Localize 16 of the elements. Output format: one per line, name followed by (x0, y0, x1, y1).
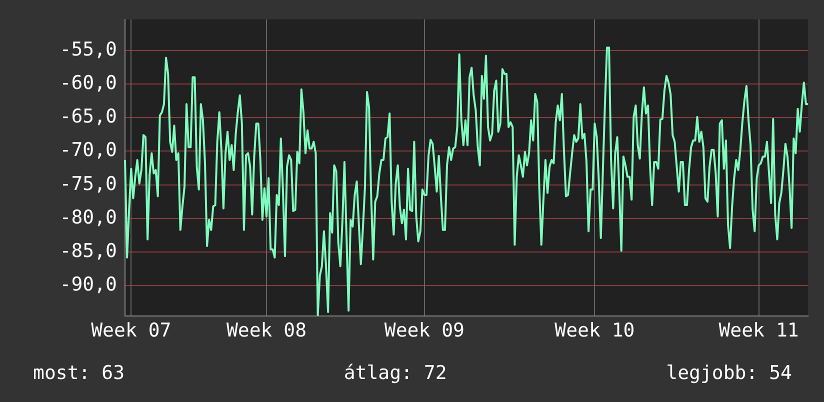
y-tick-label: -55,0 (60, 38, 117, 60)
x-tick-label: Week 08 (226, 319, 307, 342)
y-tick-label: -75,0 (60, 172, 117, 195)
y-tick-label: -65,0 (60, 106, 117, 128)
x-tick-label: Week 11 (718, 319, 799, 342)
text: most: 63 (33, 362, 125, 384)
y-tick-label: -60,0 (60, 72, 117, 94)
y-tick-label: -90,0 (60, 274, 117, 296)
y-tick-label: -70,0 (60, 139, 117, 162)
y-tick-label: -80,0 (60, 206, 117, 228)
text: legjobb: 54 (666, 362, 792, 384)
y-tick-label: -85,0 (60, 240, 117, 262)
x-tick-label: Week 09 (384, 319, 464, 342)
x-tick-label: Week 10 (554, 319, 635, 342)
x-tick-label: Week 07 (91, 319, 172, 342)
text: átlag: 72 (344, 362, 447, 384)
